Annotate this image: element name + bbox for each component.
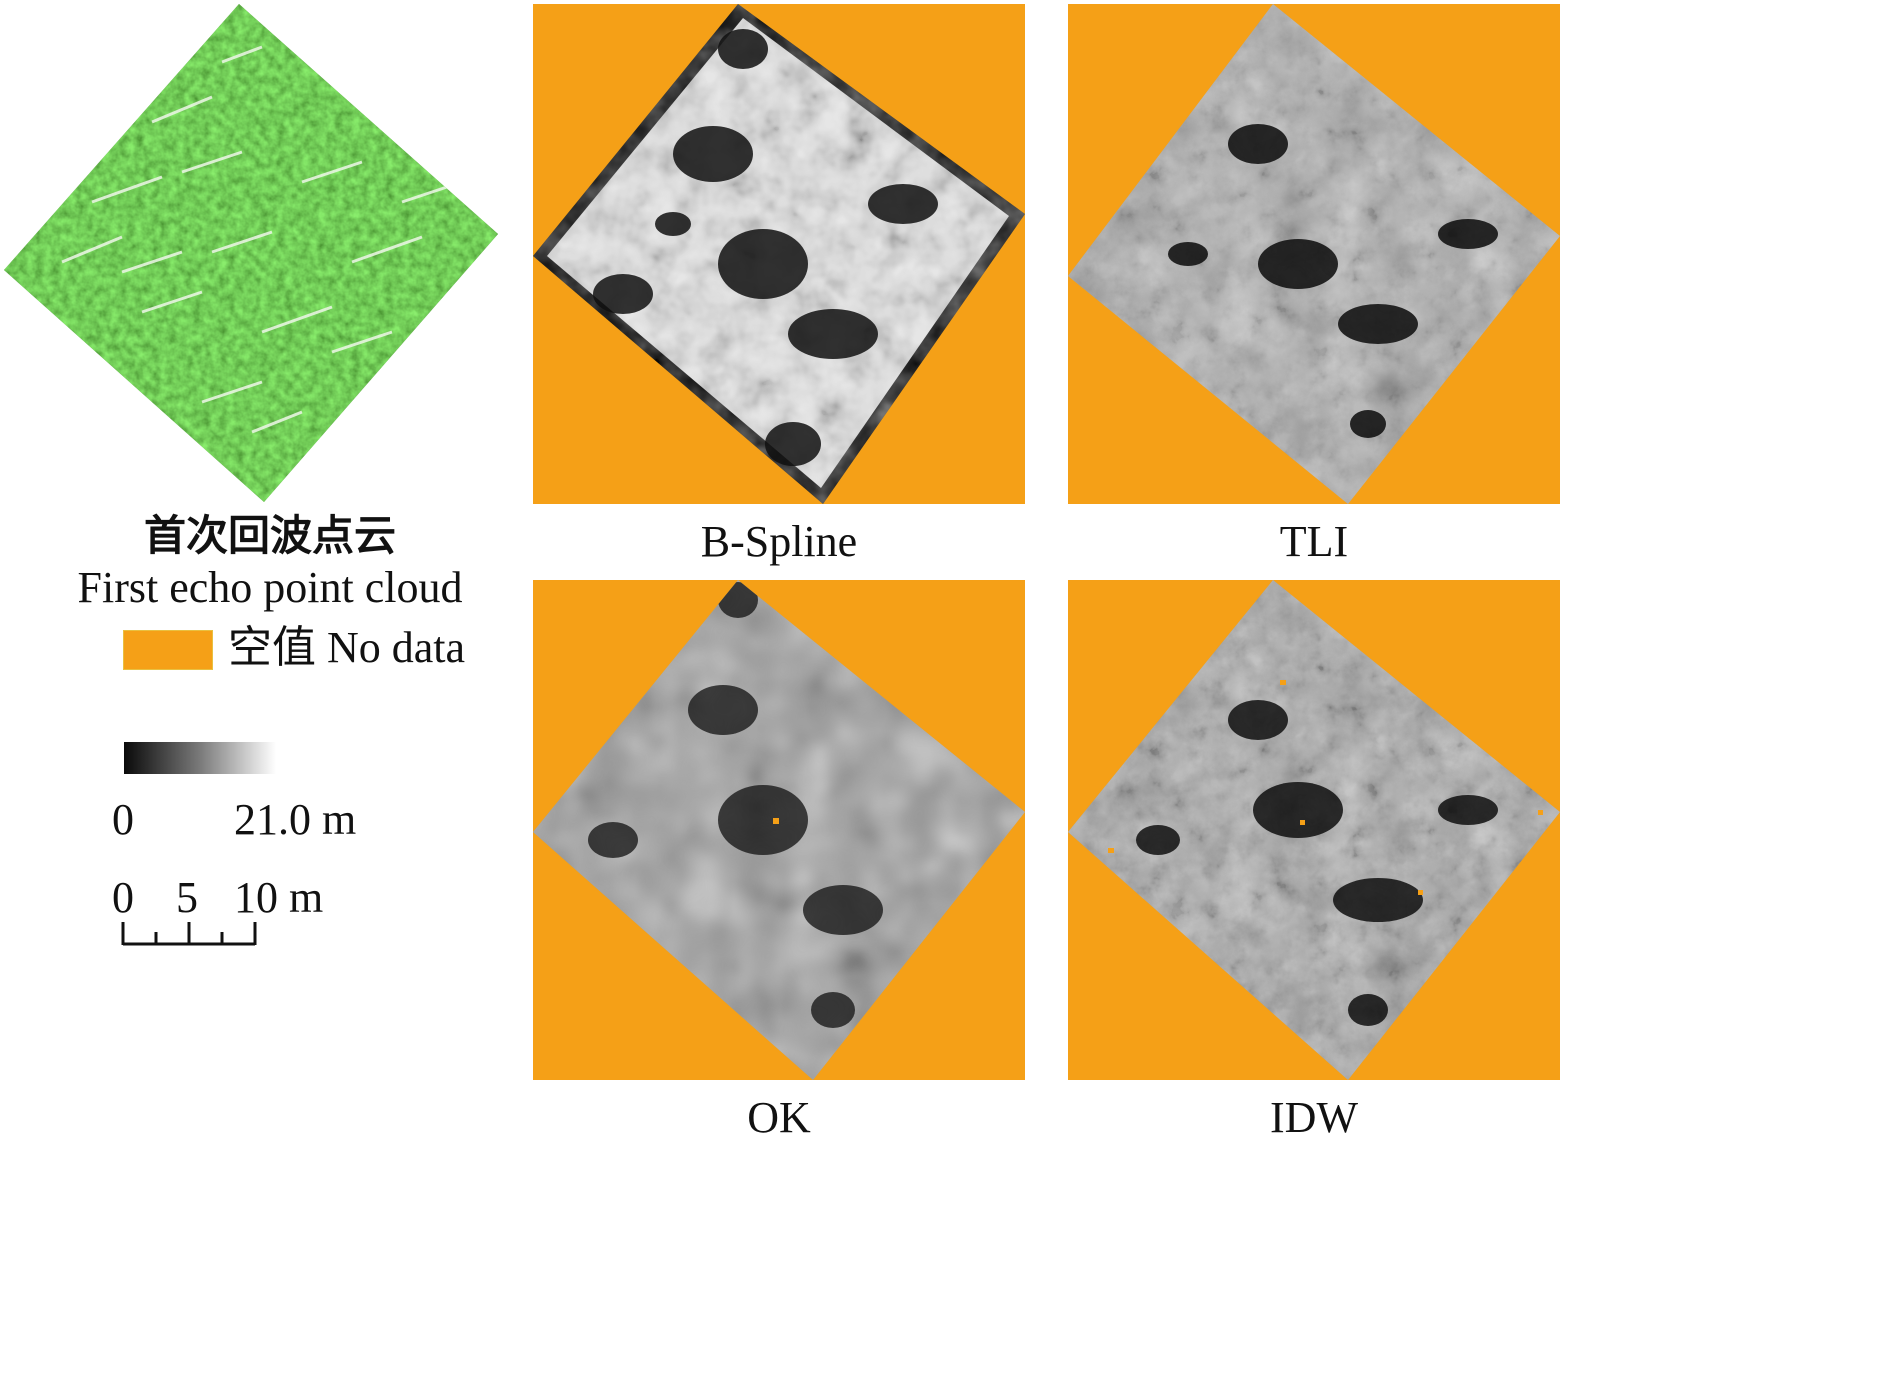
point-cloud-title-cn: 首次回波点云 xyxy=(143,511,396,560)
point-cloud-image xyxy=(2,2,502,507)
height-ramp xyxy=(124,742,276,774)
panel-label-ok: OK xyxy=(747,1093,811,1142)
nodata-swatch xyxy=(123,630,213,670)
scalebar-tick-0: 0 xyxy=(112,873,134,922)
raster-panel-idw xyxy=(1068,580,1560,1080)
ramp-min-label: 0 xyxy=(112,795,134,844)
scalebar-tick-5: 5 xyxy=(176,873,198,922)
point-cloud-title-en: First echo point cloud xyxy=(77,563,463,612)
panel-label-bspline: B-Spline xyxy=(700,517,858,566)
raster-panel-tli xyxy=(1068,4,1560,504)
panel-label-tli: TLI xyxy=(1279,517,1349,566)
scale-bar xyxy=(121,922,257,946)
scalebar-tick-10: 10 m xyxy=(234,873,324,922)
raster-panel-ok xyxy=(533,580,1025,1080)
nodata-label: 空值 No data xyxy=(228,623,466,672)
ramp-max-label: 21.0 m xyxy=(234,795,357,844)
raster-panel-bspline xyxy=(533,4,1025,504)
panel-label-idw: IDW xyxy=(1270,1093,1358,1142)
